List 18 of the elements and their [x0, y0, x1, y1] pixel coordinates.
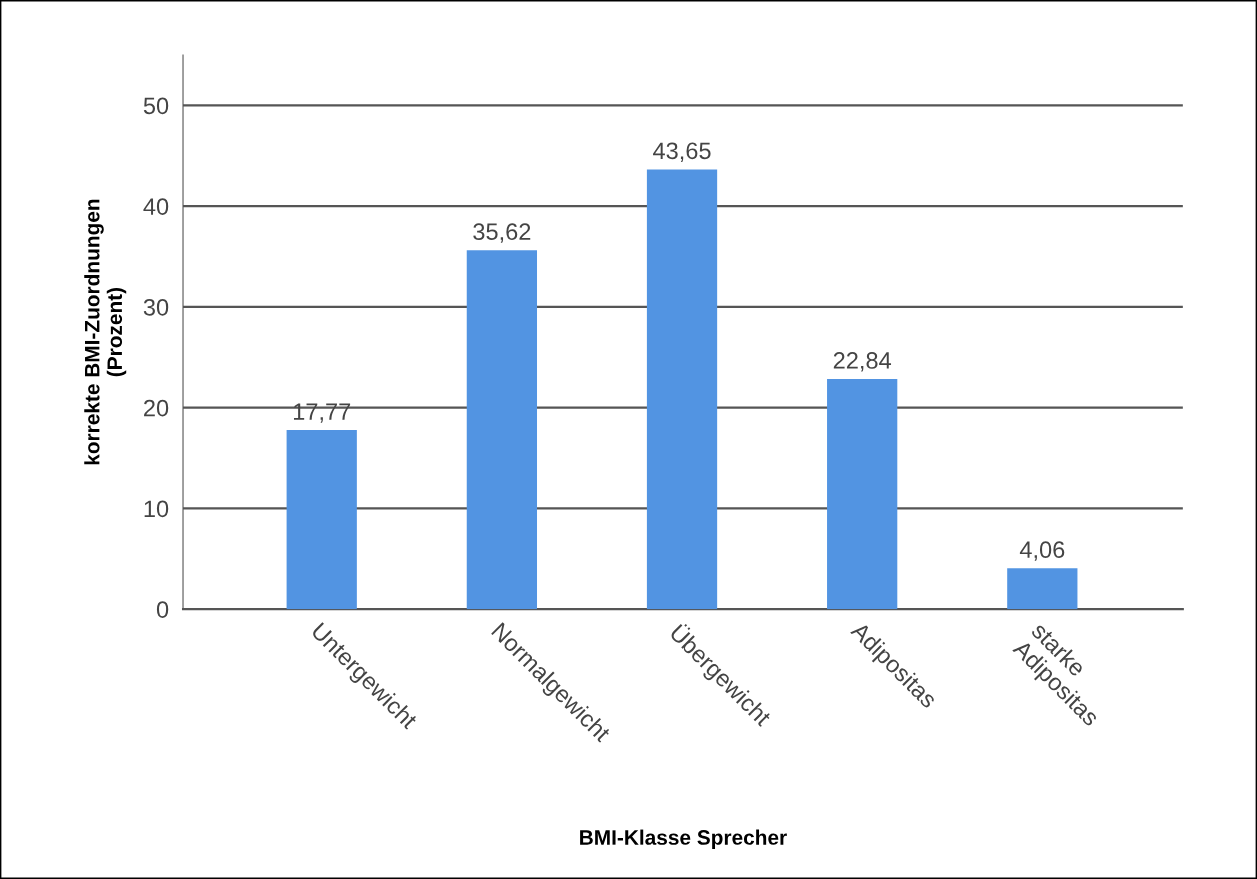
bar	[827, 379, 898, 610]
data-label: 22,84	[833, 352, 892, 372]
data-label: 17,77	[293, 403, 351, 423]
bar	[286, 430, 357, 610]
x-axis-title: BMI-Klasse Sprecher	[580, 829, 787, 849]
data-label: 4,06	[1019, 541, 1065, 561]
y-tick-label: 10	[144, 500, 169, 518]
bar	[466, 250, 538, 610]
y-tick-label: 30	[143, 298, 169, 316]
data-label: 35,62	[473, 223, 531, 243]
y-tick-label: 0	[156, 601, 169, 618]
bar	[646, 169, 718, 610]
y-tick-label: 50	[143, 97, 169, 115]
y-tick-label: 20	[144, 399, 169, 417]
y-axis-title: korrekte BMI-Zuordnungen (Prozent)	[84, 199, 127, 465]
y-tick-label: 40	[143, 198, 169, 215]
data-label: 43,65	[653, 142, 711, 162]
bar	[1007, 568, 1078, 610]
